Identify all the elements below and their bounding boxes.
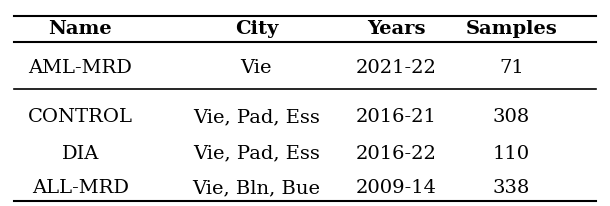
Text: 110: 110	[493, 145, 530, 163]
Text: Years: Years	[367, 20, 425, 38]
Text: DIA: DIA	[62, 145, 99, 163]
Text: AML-MRD: AML-MRD	[29, 60, 132, 77]
Text: 338: 338	[493, 179, 530, 197]
Text: Vie: Vie	[241, 60, 272, 77]
Text: 2016-21: 2016-21	[356, 108, 437, 126]
Text: Name: Name	[49, 20, 112, 38]
Text: City: City	[235, 20, 278, 38]
Text: CONTROL: CONTROL	[28, 108, 133, 126]
Text: 2016-22: 2016-22	[356, 145, 437, 163]
Text: 2021-22: 2021-22	[356, 60, 437, 77]
Text: Vie, Pad, Ess: Vie, Pad, Ess	[193, 145, 320, 163]
Text: Samples: Samples	[465, 20, 558, 38]
Text: ALL-MRD: ALL-MRD	[32, 179, 129, 197]
Text: Vie, Pad, Ess: Vie, Pad, Ess	[193, 108, 320, 126]
Text: 2009-14: 2009-14	[356, 179, 437, 197]
Text: Vie, Bln, Bue: Vie, Bln, Bue	[192, 179, 320, 197]
Text: 71: 71	[499, 60, 524, 77]
Text: 308: 308	[493, 108, 530, 126]
